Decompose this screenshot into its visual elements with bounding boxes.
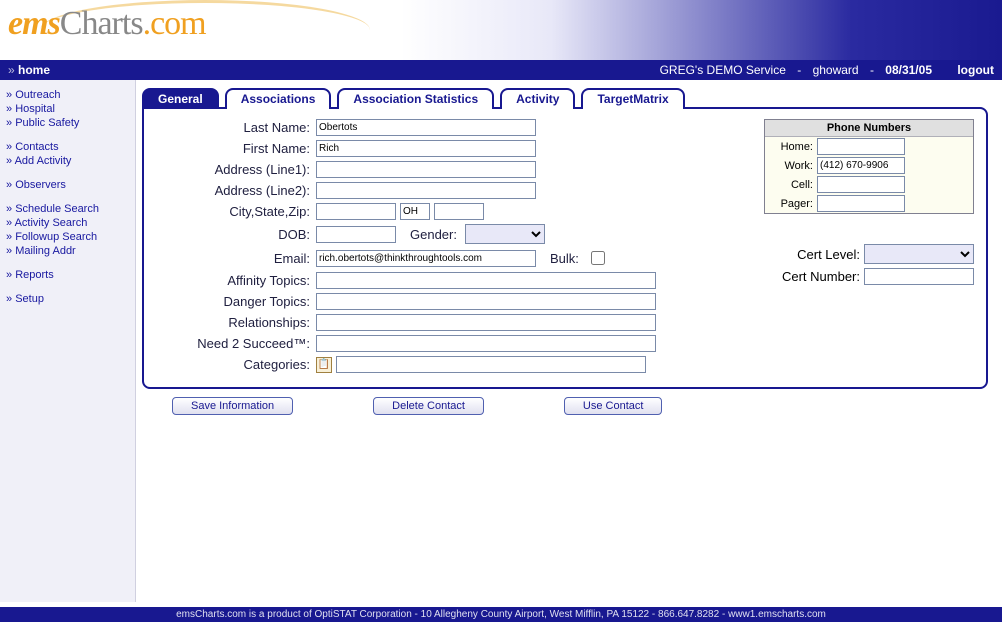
cert-number-label: Cert Number: <box>764 269 864 284</box>
email-input[interactable] <box>316 250 536 267</box>
nav-date: 08/31/05 <box>885 63 932 77</box>
sidebar-item-add-activity[interactable]: Add Activity <box>6 154 129 168</box>
sidebar-item-schedule-search[interactable]: Schedule Search <box>6 202 129 216</box>
sidebar-item-outreach[interactable]: Outreach <box>6 88 129 102</box>
button-row: Save Information Delete Contact Use Cont… <box>172 397 988 415</box>
cert-number-input[interactable] <box>864 268 974 285</box>
phone-cell-label: Cell: <box>769 179 817 191</box>
phone-home-input[interactable] <box>817 138 905 155</box>
addr1-label: Address (Line1): <box>156 162 316 177</box>
sidebar-item-public-safety[interactable]: Public Safety <box>6 116 129 130</box>
nav-home[interactable]: home <box>18 63 50 77</box>
addr2-label: Address (Line2): <box>156 183 316 198</box>
addr2-input[interactable] <box>316 182 536 199</box>
danger-label: Danger Topics: <box>156 294 316 309</box>
sidebar-item-mailing-addr[interactable]: Mailing Addr <box>6 244 129 258</box>
cert-level-select[interactable] <box>864 244 974 264</box>
csz-label: City,State,Zip: <box>156 204 316 219</box>
main-content: General Associations Association Statist… <box>136 80 1002 602</box>
sidebar: Outreach Hospital Public Safety Contacts… <box>0 80 136 602</box>
sidebar-item-reports[interactable]: Reports <box>6 268 129 282</box>
tab-association-statistics[interactable]: Association Statistics <box>337 88 494 109</box>
delete-button[interactable]: Delete Contact <box>373 397 484 415</box>
state-input[interactable] <box>400 203 430 220</box>
header-banner: emsCharts.com <box>0 0 1002 60</box>
categories-label: Categories: <box>156 357 316 372</box>
affinity-label: Affinity Topics: <box>156 273 316 288</box>
gender-label: Gender: <box>410 227 457 242</box>
tab-general[interactable]: General <box>142 88 219 109</box>
logo: emsCharts.com <box>8 5 206 43</box>
phone-cell-input[interactable] <box>817 176 905 193</box>
tab-associations[interactable]: Associations <box>225 88 332 109</box>
email-label: Email: <box>156 251 316 266</box>
last-name-label: Last Name: <box>156 120 316 135</box>
city-input[interactable] <box>316 203 396 220</box>
sidebar-item-observers[interactable]: Observers <box>6 178 129 192</box>
addr1-input[interactable] <box>316 161 536 178</box>
danger-input[interactable] <box>316 293 656 310</box>
use-button[interactable]: Use Contact <box>564 397 663 415</box>
tab-bar: General Associations Association Statist… <box>142 88 988 109</box>
tab-targetmatrix[interactable]: TargetMatrix <box>581 88 684 109</box>
sidebar-item-hospital[interactable]: Hospital <box>6 102 129 116</box>
cert-level-label: Cert Level: <box>764 247 864 262</box>
phone-home-label: Home: <box>769 141 817 153</box>
phone-work-input[interactable] <box>817 157 905 174</box>
phone-pager-input[interactable] <box>817 195 905 212</box>
gender-select[interactable] <box>465 224 545 244</box>
affinity-input[interactable] <box>316 272 656 289</box>
nav-service: GREG's DEMO Service <box>660 63 786 77</box>
last-name-input[interactable] <box>316 119 536 136</box>
footer: emsCharts.com is a product of OptiSTAT C… <box>0 607 1002 622</box>
form-panel: Last Name: First Name: Address (Line1): … <box>142 107 988 389</box>
phone-numbers-box: Phone Numbers Home: Work: Cell: Page <box>764 119 974 214</box>
categories-icon[interactable]: 📋 <box>316 357 332 373</box>
sidebar-item-contacts[interactable]: Contacts <box>6 140 129 154</box>
nav-logout[interactable]: logout <box>957 63 994 77</box>
relationships-label: Relationships: <box>156 315 316 330</box>
first-name-label: First Name: <box>156 141 316 156</box>
n2s-label: Need 2 Succeed™: <box>156 336 316 351</box>
bulk-label: Bulk: <box>550 251 579 266</box>
nav-sep: - <box>870 63 874 77</box>
dob-label: DOB: <box>156 227 316 242</box>
nav-sep: - <box>797 63 801 77</box>
tab-activity[interactable]: Activity <box>500 88 575 109</box>
dob-input[interactable] <box>316 226 396 243</box>
sidebar-item-followup-search[interactable]: Followup Search <box>6 230 129 244</box>
phone-work-label: Work: <box>769 160 817 172</box>
phone-pager-label: Pager: <box>769 198 817 210</box>
bulk-checkbox[interactable] <box>591 251 605 265</box>
sidebar-item-activity-search[interactable]: Activity Search <box>6 216 129 230</box>
n2s-input[interactable] <box>316 335 656 352</box>
zip-input[interactable] <box>434 203 484 220</box>
sidebar-item-setup[interactable]: Setup <box>6 292 129 306</box>
relationships-input[interactable] <box>316 314 656 331</box>
top-nav: home GREG's DEMO Service - ghoward - 08/… <box>0 60 1002 80</box>
nav-user: ghoward <box>813 63 859 77</box>
save-button[interactable]: Save Information <box>172 397 293 415</box>
categories-input[interactable] <box>336 356 646 373</box>
first-name-input[interactable] <box>316 140 536 157</box>
phone-numbers-title: Phone Numbers <box>765 120 973 137</box>
